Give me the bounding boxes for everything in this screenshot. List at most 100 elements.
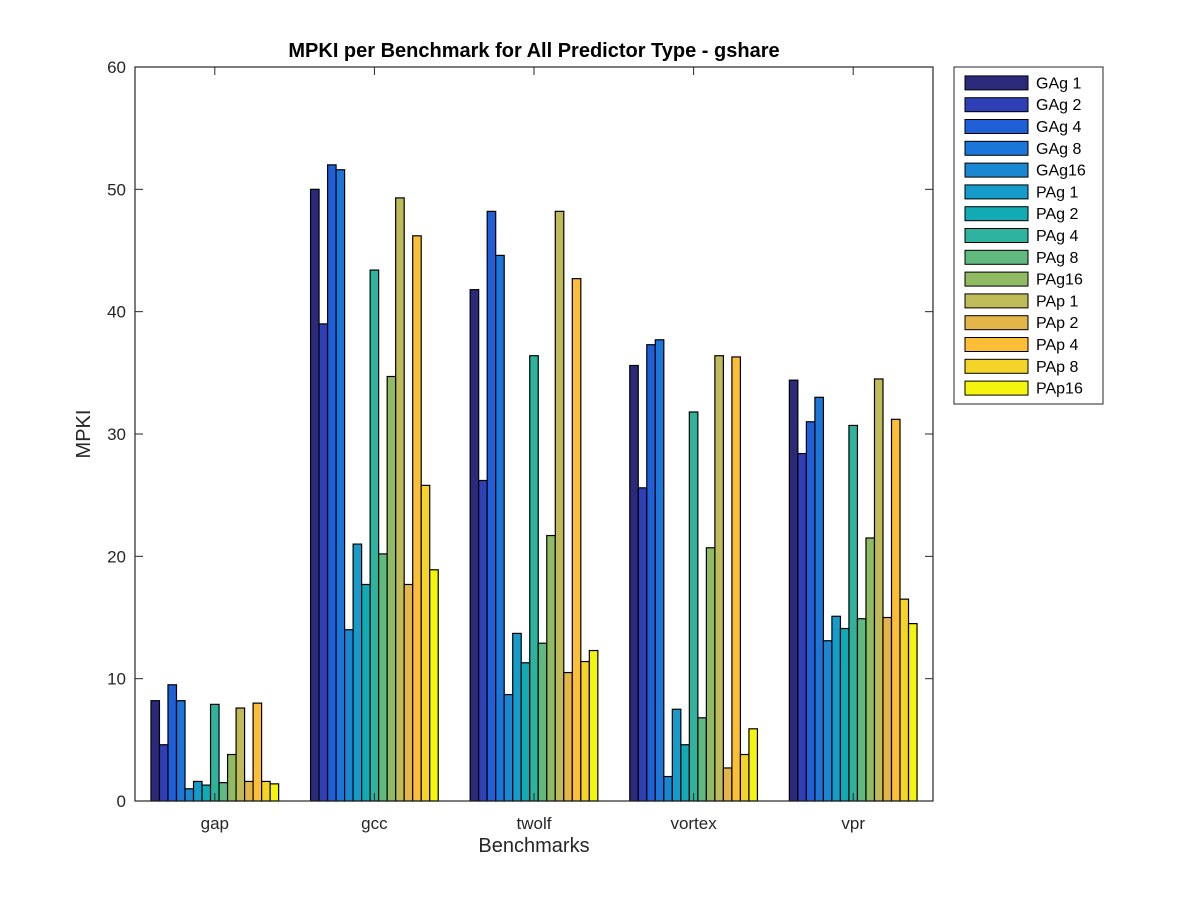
bar-gap-GAg4 xyxy=(167,684,178,802)
legend-label: PAg16 xyxy=(1036,272,1083,289)
bar-vortex-PAp16 xyxy=(748,728,759,802)
legend-swatch xyxy=(964,228,1029,243)
bar-vortex-PAp1 xyxy=(714,355,724,802)
bar-twolf-PAg2 xyxy=(520,662,531,802)
legend-label: PAp16 xyxy=(1036,381,1083,398)
bar-gap-PAg16 xyxy=(226,753,237,802)
y-tick-label: 0 xyxy=(117,792,126,811)
bar-vortex-GAg4 xyxy=(646,344,656,802)
legend-label: PAp 4 xyxy=(1036,337,1079,354)
bar-gcc-PAp8 xyxy=(420,484,431,802)
legend-swatch xyxy=(964,184,1029,200)
legend-label: PAg 8 xyxy=(1036,250,1079,267)
bar-gap-PAg8 xyxy=(218,782,229,802)
x-tick-label: gap xyxy=(201,814,229,833)
legend-label: GAg 8 xyxy=(1036,141,1081,158)
bar-vortex-GAg2 xyxy=(637,487,648,802)
legend-label: GAg 2 xyxy=(1036,97,1081,114)
bar-gap-GAg1 xyxy=(150,700,161,802)
legend-swatch xyxy=(964,206,1029,222)
legend-label: GAg 4 xyxy=(1036,119,1081,136)
bar-vpr-PAp16 xyxy=(907,623,918,802)
bar-gcc-PAg1 xyxy=(352,543,363,802)
bar-vortex-PAg8 xyxy=(697,717,707,802)
bar-twolf-GAg4 xyxy=(486,210,497,802)
bar-twolf-PAp2 xyxy=(563,671,573,802)
bar-gcc-GAg1 xyxy=(309,188,320,802)
y-tick-label: 60 xyxy=(107,58,126,77)
x-axis-label: Benchmarks xyxy=(478,835,589,857)
legend-swatch xyxy=(964,249,1029,265)
bar-twolf-PAg1 xyxy=(512,632,522,802)
bar-gap-PAp16 xyxy=(269,783,280,802)
y-tick-label: 40 xyxy=(107,303,126,322)
bar-vpr-GAg16 xyxy=(822,640,833,802)
bar-vortex-PAg16 xyxy=(705,547,716,802)
y-tick-label: 20 xyxy=(107,547,126,566)
bar-vpr-PAp4 xyxy=(890,418,901,802)
bar-gap-GAg16 xyxy=(184,788,195,802)
legend-swatch xyxy=(964,337,1029,352)
legend-label: PAp 8 xyxy=(1036,359,1079,376)
bar-twolf-PAg16 xyxy=(546,534,556,802)
legend-label: PAp 2 xyxy=(1036,315,1079,332)
x-tick-label: twolf xyxy=(517,814,552,833)
legend-label: GAg16 xyxy=(1036,163,1086,180)
bar-twolf-GAg2 xyxy=(478,479,488,802)
legend-label: PAg 2 xyxy=(1036,206,1079,223)
bar-vpr-GAg8 xyxy=(814,396,825,802)
bar-gcc-PAp1 xyxy=(395,197,405,802)
legend-swatch xyxy=(964,271,1029,287)
bar-gcc-PAg8 xyxy=(378,553,388,802)
bar-vpr-PAg4 xyxy=(848,424,859,802)
legend-swatch xyxy=(964,97,1029,113)
y-tick-label: 10 xyxy=(107,670,126,689)
legend-swatch xyxy=(964,119,1029,134)
bar-vpr-GAg2 xyxy=(797,452,807,802)
bar-vpr-PAp1 xyxy=(873,378,884,802)
bar-gcc-PAg2 xyxy=(361,583,371,802)
legend-swatch xyxy=(964,140,1029,156)
bar-gcc-PAp16 xyxy=(429,569,439,802)
x-tick-label: vortex xyxy=(670,814,717,833)
legend-label: PAp 1 xyxy=(1036,293,1079,310)
bar-gap-PAg2 xyxy=(201,784,212,802)
bar-twolf-GAg16 xyxy=(503,693,514,802)
legend-label: PAg 4 xyxy=(1036,228,1079,245)
bar-gcc-PAp4 xyxy=(412,235,422,802)
bar-vortex-PAp8 xyxy=(739,753,750,802)
legend-swatch xyxy=(964,380,1029,396)
bar-twolf-PAp4 xyxy=(571,278,582,802)
chart-title: MPKI per Benchmark for All Predictor Typ… xyxy=(288,40,779,62)
legend-swatch xyxy=(964,293,1029,309)
legend: GAg 1 GAg 2 GAg 4 GAg 8 GAg16 PAg 1 PAg 2 PAg 4… xyxy=(953,66,1104,405)
bar-vortex-PAp2 xyxy=(722,767,733,802)
legend-swatch xyxy=(964,75,1029,91)
bar-twolf-GAg8 xyxy=(495,254,505,802)
axis-ticks: 0 10 20 30 40 50 60 gap gcc twolf vortex vpr xyxy=(107,58,933,833)
bar-gap-PAg1 xyxy=(192,780,203,802)
bar-gap-GAg8 xyxy=(175,700,186,802)
bar-vpr-PAp8 xyxy=(899,598,910,802)
bar-vortex-PAg1 xyxy=(671,708,682,802)
bar-gap-PAp1 xyxy=(235,707,246,802)
bar-vortex-PAp4 xyxy=(731,356,742,802)
bar-vortex-GAg8 xyxy=(654,339,665,802)
bar-vortex-GAg16 xyxy=(663,775,673,802)
bar-gap-PAp8 xyxy=(261,780,271,802)
bar-gcc-PAg4 xyxy=(369,269,380,802)
legend-swatch xyxy=(964,315,1029,331)
bar-twolf-GAg1 xyxy=(469,289,480,802)
bar-vpr-GAg4 xyxy=(805,421,816,802)
bar-twolf-PAp1 xyxy=(554,210,565,802)
bar-vortex-PAg2 xyxy=(680,744,690,802)
bar-twolf-PAg4 xyxy=(529,355,539,802)
x-tick-label: gcc xyxy=(361,814,388,833)
bar-gcc-PAg16 xyxy=(386,375,397,802)
bar-gcc-GAg8 xyxy=(335,169,346,802)
bar-vortex-PAg4 xyxy=(688,411,699,802)
x-tick-label: vpr xyxy=(841,814,865,833)
bar-vpr-GAg1 xyxy=(788,379,799,802)
bar-gap-PAg4 xyxy=(209,703,220,802)
